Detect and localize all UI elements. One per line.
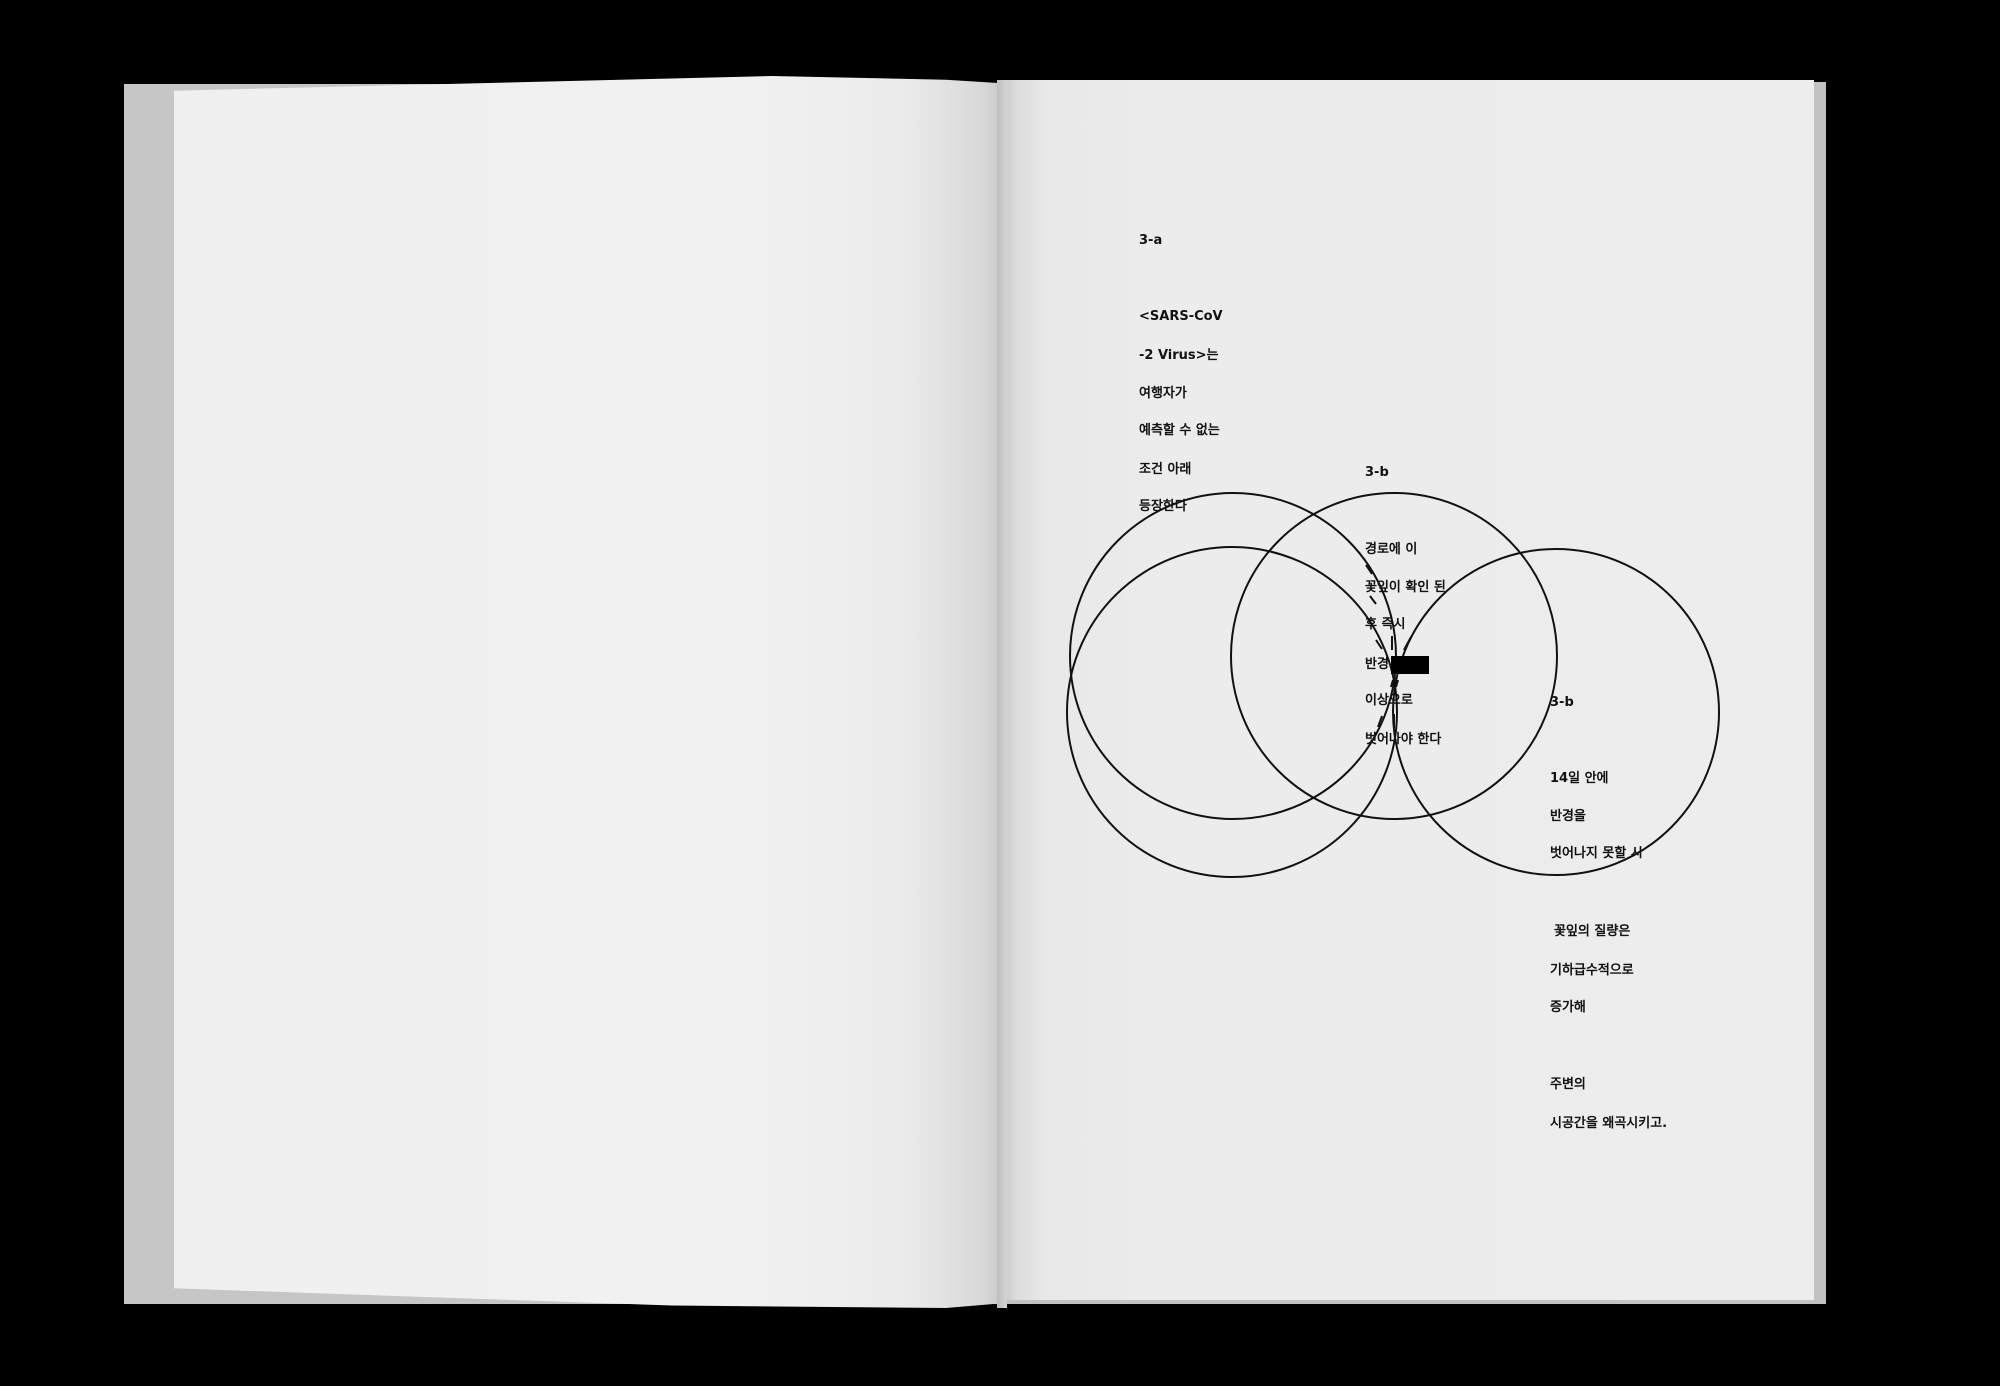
radial-tick-marks: [1365, 564, 1412, 728]
circle-bottom-left: [1066, 546, 1398, 878]
text-line: 등장한다: [1139, 499, 1187, 514]
text-line: 후 즉시: [1365, 617, 1406, 632]
circle-right: [1392, 548, 1720, 876]
section-3b-label: 3-b: [1550, 695, 1574, 710]
text-line: 이상으로: [1365, 693, 1413, 708]
right-page: [1004, 80, 1814, 1300]
left-page-blank: [174, 76, 1004, 1308]
text-line: 반경: [1365, 657, 1389, 672]
section-3a-label: 3-a: [1139, 233, 1163, 248]
book-gutter: [997, 80, 1007, 1308]
text-line: -2 Virus>는: [1139, 348, 1219, 363]
circle-top-center: [1230, 492, 1558, 820]
text-line: 주변의: [1550, 1077, 1586, 1092]
text-line: 꽃잎의 질량은: [1554, 924, 1631, 939]
text-line: 경로에 이: [1365, 542, 1418, 557]
text-line: 조건 아래: [1139, 462, 1192, 477]
text-line: 14일 안에: [1550, 771, 1609, 786]
text-line: 증가해: [1550, 1000, 1586, 1015]
text-line: 시공간을 왜곡시키고.: [1550, 1116, 1668, 1131]
section-3b-label: 3-b: [1365, 465, 1389, 480]
redacted-block: [1391, 656, 1429, 674]
circle-top-left: [1069, 492, 1397, 820]
text-line: 꽃잎이 확인 된: [1365, 580, 1446, 595]
text-line: 여행자가: [1139, 386, 1187, 401]
text-line: 예측할 수 없는: [1139, 423, 1220, 438]
text-line: 반경을: [1550, 809, 1586, 824]
text-line: <SARS-CoV: [1139, 309, 1223, 324]
text-line: 벗어나야 한다: [1365, 732, 1442, 747]
text-line: 벗어나지 못할 시: [1550, 846, 1643, 861]
text-line: 기하급수적으로: [1550, 963, 1634, 978]
